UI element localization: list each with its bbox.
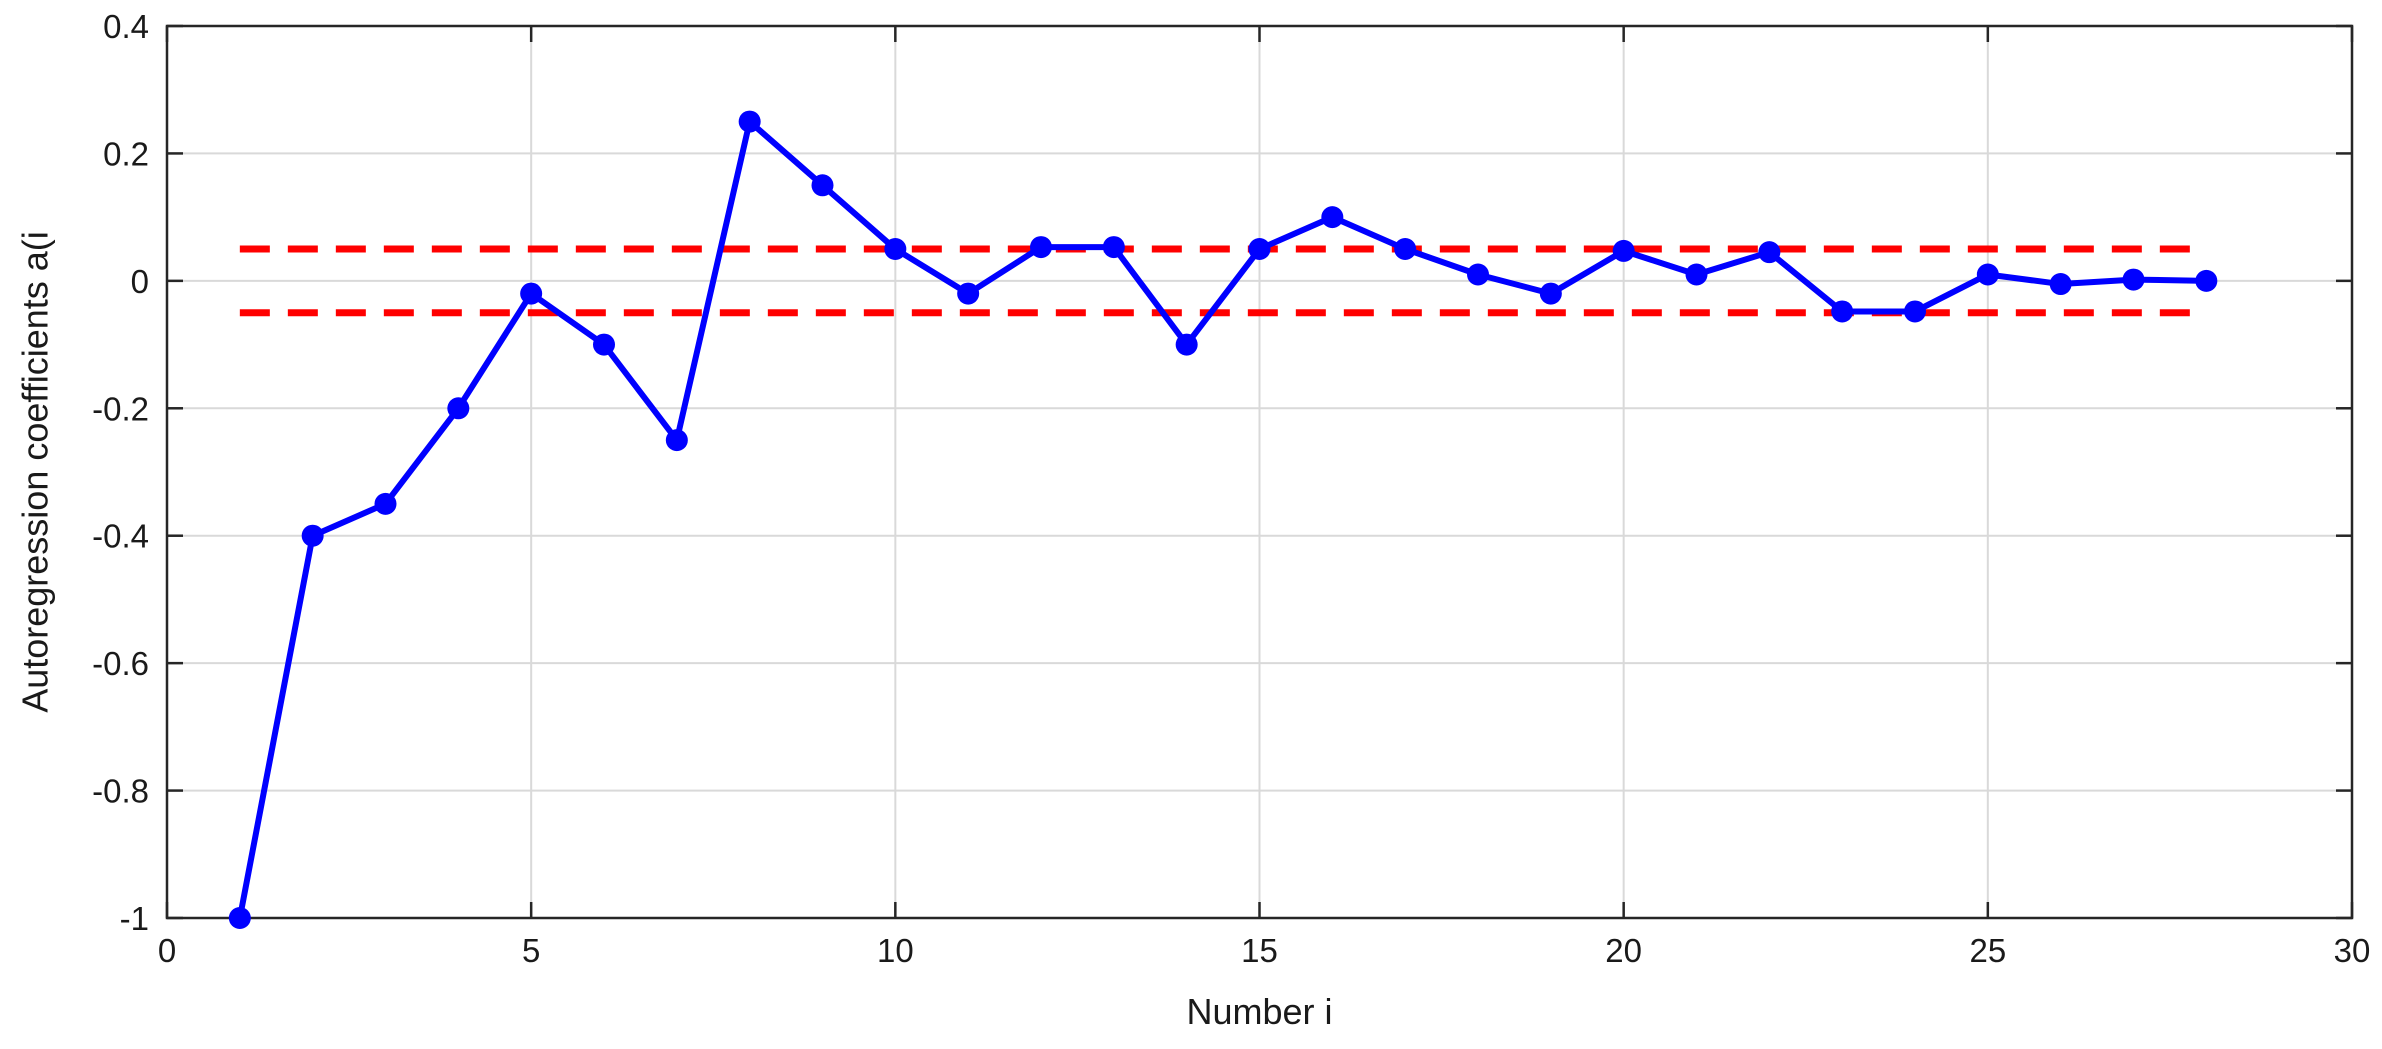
y-tick-label: -0.4 [92, 518, 149, 555]
y-tick-label: 0.2 [103, 135, 149, 172]
x-tick-labels: 0 5 10 15 20 25 30 [158, 932, 2371, 969]
data-point [1030, 236, 1052, 259]
data-point [1976, 263, 1999, 286]
data-point [1831, 300, 1854, 323]
y-axis-label: Autoregression coefficients a(i [15, 231, 56, 713]
data-point [374, 492, 397, 515]
data-point [228, 907, 251, 929]
series [228, 110, 2218, 929]
data-point [593, 333, 615, 356]
data-point [957, 282, 980, 305]
data-point [2195, 269, 2218, 292]
data-point [1904, 300, 1926, 323]
data-point [1758, 241, 1781, 264]
y-tick-label: -0.2 [92, 390, 149, 427]
x-tick-label: 0 [158, 932, 176, 969]
x-tick-label: 10 [877, 932, 914, 969]
x-axis-label: Number i [1186, 991, 1332, 1032]
tick-marks [165, 24, 2354, 920]
data-point [1102, 236, 1125, 259]
data-point [1175, 333, 1198, 356]
y-tick-label: -1 [120, 900, 149, 937]
data-point [1248, 238, 1271, 260]
data-point [738, 110, 761, 133]
y-tick-label: 0 [131, 263, 149, 300]
data-point [1685, 263, 1708, 286]
x-tick-label: 5 [522, 932, 540, 969]
data-point [301, 524, 324, 547]
data-point [447, 397, 470, 420]
data-point [811, 174, 834, 197]
data-point [665, 429, 688, 452]
y-tick-label: -0.8 [92, 773, 149, 810]
data-point [884, 238, 907, 260]
x-tick-label: 25 [1969, 932, 2006, 969]
data-point [1394, 238, 1417, 260]
data-point [1321, 206, 1344, 229]
x-tick-label: 15 [1241, 932, 1278, 969]
data-point [520, 282, 543, 305]
data-point [1539, 282, 1562, 305]
data-point [2122, 268, 2145, 291]
x-tick-label: 20 [1605, 932, 1642, 969]
x-tick-label: 30 [2334, 932, 2371, 969]
data-point [1467, 263, 1489, 286]
y-tick-labels: -1 -0.8 -0.6 -0.4 -0.2 0 0.2 0.4 [92, 8, 149, 937]
data-point [1612, 239, 1635, 262]
y-tick-label: -0.6 [92, 645, 149, 682]
y-tick-label: 0.4 [103, 8, 149, 45]
data-point [2049, 273, 2072, 296]
series-line [236, 118, 2210, 921]
